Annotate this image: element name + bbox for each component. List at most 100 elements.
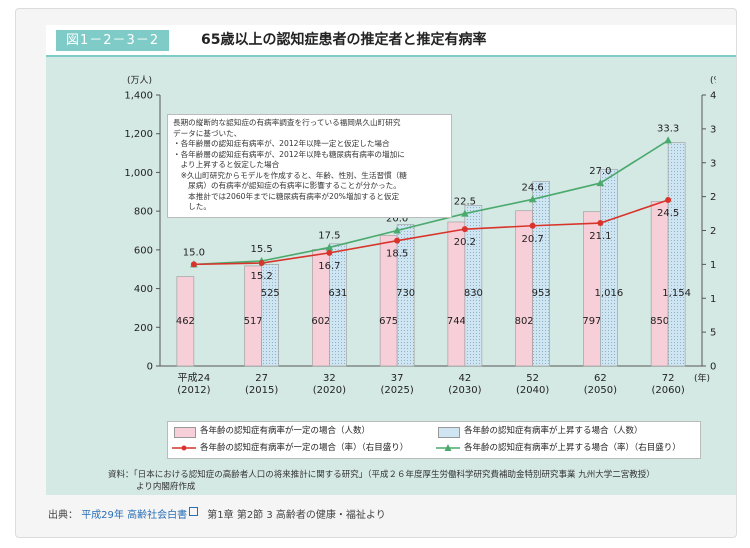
note-line: 本推計では2060年までに糖尿病有病率が20%増加すると仮定 [173, 191, 400, 201]
citation-prefix: 出典： [48, 510, 78, 521]
legend-label-line-rising: 各年齢の認知症有病率が上昇する場合（率）（右目盛り） [464, 443, 681, 453]
right-tick-label: 0 [710, 362, 716, 373]
x-tick-label: 32 [323, 373, 336, 384]
point-constant [258, 260, 265, 267]
left-tick-label: 1,200 [124, 129, 153, 140]
right-tick-label: 40 [710, 91, 716, 102]
note-line: した。 [173, 202, 211, 211]
bar-rising [667, 142, 686, 367]
x-tick-label: 平成24 [178, 372, 211, 384]
legend-label-bar-rising: 各年齢の認知症有病率が上昇する場合（人数） [464, 426, 643, 436]
left-tick-label: 0 [147, 362, 153, 373]
x-tick-label: (2030) [448, 385, 481, 396]
bar-rising [600, 169, 618, 367]
point-constant-label: 18.5 [386, 249, 408, 260]
x-tick-label: (2015) [245, 385, 278, 396]
legend-swatch-bar-rising [438, 427, 460, 438]
right-tick-label: 15 [710, 260, 716, 271]
right-tick-label: 10 [710, 294, 716, 305]
bar-constant-label: 602 [311, 316, 330, 327]
note-line: ・各年齢層の認知症有病率が、2012年以降も糖尿病有病率の増加に [173, 149, 405, 159]
point-constant-label: 21.1 [589, 231, 611, 242]
point-rising-label: 22.5 [454, 197, 476, 208]
x-tick-label: (2025) [380, 385, 413, 396]
bar-constant-label: 802 [515, 316, 534, 327]
bar-constant-label: 517 [244, 316, 263, 327]
x-tick-label: (2040) [516, 385, 549, 396]
line-constant [193, 199, 669, 266]
left-tick-label: 400 [134, 284, 153, 295]
right-tick-label: 35 [710, 124, 716, 135]
legend-label-line-constant: 各年齢の認知症有病率が一定の場合（率）（右目盛り） [200, 443, 409, 453]
external-link-icon[interactable] [189, 507, 199, 516]
point-constant-label: 24.5 [657, 208, 679, 219]
point-constant [190, 261, 197, 268]
left-tick-label: 800 [134, 207, 153, 218]
bar-rising-label: 953 [532, 288, 551, 299]
figure-panel: 図1－2－3－2 65歳以上の認知症患者の推定者と推定有病率 0 200 400 60… [46, 25, 736, 495]
bar-rising [261, 264, 279, 367]
bar-constant [176, 276, 195, 367]
note-line: ※久山町研究からモデルを作成すると、年齢、性別、生活習慣（糖 [173, 170, 407, 180]
note-line: ・各年齢層の認知症有病率が、2012年以降一定と仮定した場合 [173, 139, 390, 148]
point-rising-label: 15.0 [183, 247, 205, 258]
x-tick-label: 37 [391, 373, 404, 384]
note-line: 長期の縦断的な認知症の有病率調査を行っている福岡県久山町研究 [173, 118, 401, 127]
x-tick-label: (2060) [651, 385, 684, 396]
right-tick-label: 25 [710, 192, 716, 203]
legend-label-bar-constant: 各年齢の認知症有病率が一定の場合（人数） [200, 426, 371, 436]
bar-rising-label: 525 [261, 288, 280, 299]
source-note: 資料：「日本における認知症の高齢者人口の将来推計に関する研究」（平成２６年度厚生… [108, 469, 748, 493]
header-divider [46, 55, 736, 57]
point-rising-label: 15.5 [250, 244, 272, 255]
left-tick-label: 200 [134, 323, 153, 334]
bar-constant-label: 675 [379, 316, 398, 327]
point-constant-label: 15.2 [250, 271, 272, 282]
note-line: 尿病）の有病率が認知症の有病率に影響することが分かった。 [173, 181, 401, 190]
citation-link[interactable]: 平成29年 高齢社会白書 [81, 510, 188, 521]
bar-constant [650, 201, 669, 367]
point-rising [461, 209, 469, 217]
bar-rising [464, 205, 483, 367]
left-tick-label: 600 [134, 245, 153, 256]
point-rising-label: 17.5 [318, 230, 340, 241]
bar-constant-label: 744 [447, 316, 466, 327]
bar-constant-label: 797 [582, 316, 601, 327]
point-constant-label: 16.7 [318, 261, 340, 272]
point-rising-label: 20.0 [386, 214, 408, 225]
point-constant-label: 20.2 [454, 237, 476, 248]
legend-swatch-bar-constant [174, 427, 196, 438]
left-tick-label: 1,000 [124, 168, 153, 179]
left-tick-label: 1,400 [124, 91, 153, 102]
bar-rising-label: 730 [396, 288, 415, 299]
point-rising-label: 27.0 [589, 166, 611, 177]
bar-rising [532, 181, 550, 367]
note-line: データに基づいた、 [173, 128, 242, 138]
point-constant [529, 222, 536, 229]
point-rising [393, 226, 401, 234]
x-tick-label: (2050) [584, 385, 617, 396]
point-rising [325, 243, 334, 251]
x-axis-unit: (年) [694, 372, 710, 384]
point-constant [665, 197, 672, 204]
point-rising-label: 24.6 [521, 182, 543, 193]
right-tick-label: 5 [710, 328, 716, 339]
point-rising [596, 179, 605, 187]
x-tick-label: 72 [662, 373, 675, 384]
bar-rising [329, 243, 347, 367]
bar-rising-label: 1,154 [662, 288, 691, 299]
chart-legend: 各年齢の認知症有病率が一定の場合（人数） 各年齢の認知症有病率が上昇する場合（人… [167, 421, 701, 459]
point-constant [394, 237, 401, 244]
bar-constant-label: 462 [176, 316, 195, 327]
point-constant [326, 249, 333, 256]
point-constant [597, 220, 604, 227]
point-rising [664, 136, 672, 144]
right-axis-unit: (%) [710, 76, 716, 86]
right-tick-label: 20 [710, 226, 716, 237]
point-constant [461, 226, 468, 233]
figure-title: 65歳以上の認知症患者の推定者と推定有病率 [201, 32, 487, 48]
point-rising-label: 33.3 [657, 123, 679, 134]
citation: 出典： 平成29年 高齢社会白書 第1章 第2節 3 高齢者の健康・福祉より [48, 506, 386, 521]
x-tick-label: (2020) [313, 385, 346, 396]
left-axis-unit: (万人) [127, 75, 152, 86]
